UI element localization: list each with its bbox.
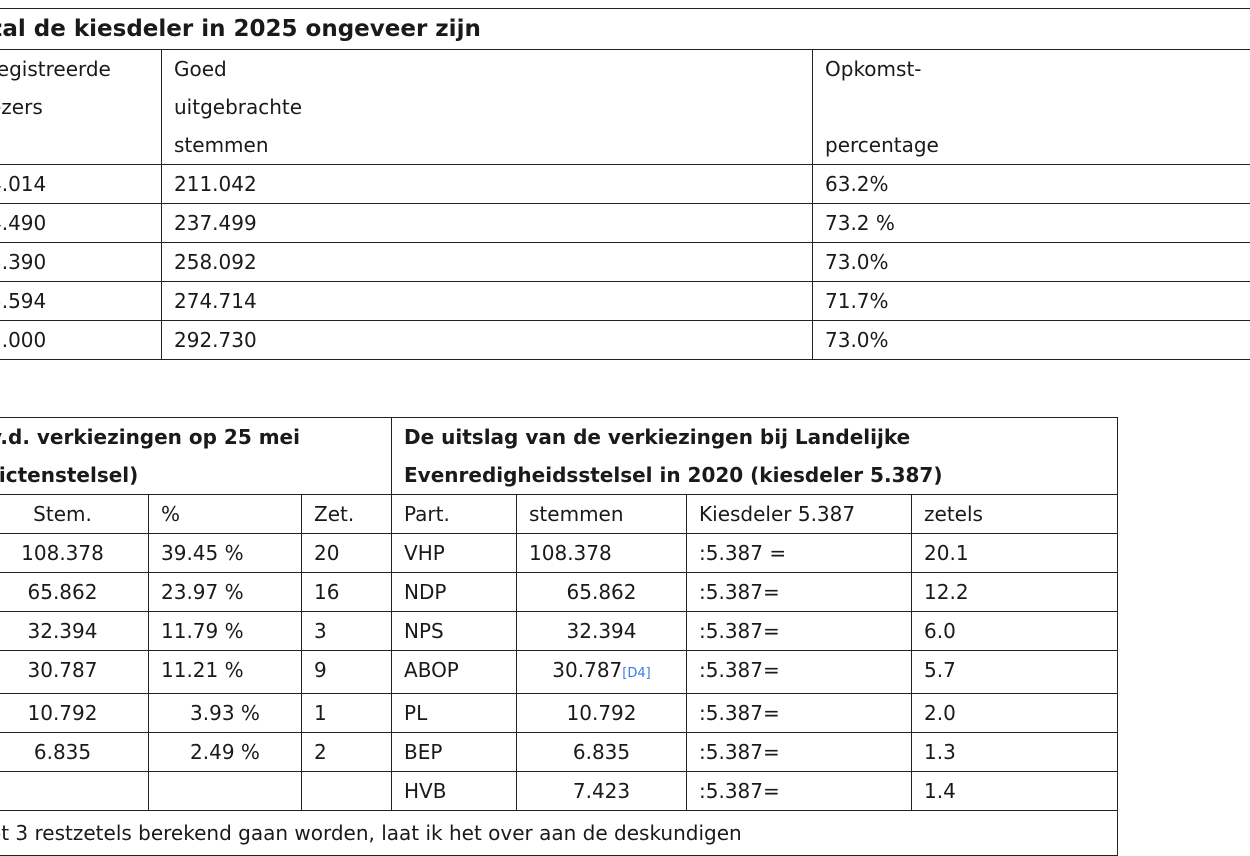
cell-turnout: 73.0% — [813, 321, 1250, 360]
header-stem: Stem. — [0, 495, 149, 534]
kiesdeler-table: zal de kiesdeler in 2025 ongeveer zijn r… — [0, 8, 1250, 360]
cell-kiesdeler: :5.387 = — [687, 534, 912, 573]
cell-stem: 30.787 — [0, 651, 149, 694]
verkiezingen-table: v.d. verkiezingen op 25 mei rictenstelse… — [0, 417, 1118, 856]
table-row: 6.835 2.49 % 2 BEP 6.835 :5.387= 1.3 — [0, 733, 1118, 772]
cell-stemmen: 32.394 — [517, 612, 687, 651]
table-row: 65.862 23.97 % 16 NDP 65.862 :5.387= 12.… — [0, 573, 1118, 612]
cell-zet: 2 — [302, 733, 392, 772]
header-stemmen: stemmen — [517, 495, 687, 534]
cell-stemmen: 10.792 — [517, 694, 687, 733]
table-row: 3.594 274.714 71.7% — [0, 282, 1250, 321]
cell-stemmen: 108.378 — [517, 534, 687, 573]
cell-percent: 11.21 % — [149, 651, 302, 694]
table-row: 108.378 39.45 % 20 VHP 108.378 :5.387 = … — [0, 534, 1118, 573]
district-results-title: v.d. verkiezingen op 25 mei rictenstelse… — [0, 418, 392, 495]
cell-registered: 4.014 — [0, 165, 162, 204]
header-zetels: zetels — [912, 495, 1118, 534]
cell-turnout: 71.7% — [813, 282, 1250, 321]
cell-percent — [149, 772, 302, 811]
cell-stem: 108.378 — [0, 534, 149, 573]
table-row: 3.390 258.092 73.0% — [0, 243, 1250, 282]
cell-turnout: 73.0% — [813, 243, 1250, 282]
cell-stemmen: 30.787[D4] — [517, 651, 687, 694]
header-party: Part. — [392, 495, 517, 534]
cell-party: PL — [392, 694, 517, 733]
cell-zet: 3 — [302, 612, 392, 651]
cell-stemmen: 6.835 — [517, 733, 687, 772]
cell-zet: 16 — [302, 573, 392, 612]
cell-zetels: 20.1 — [912, 534, 1118, 573]
cell-zetels: 5.7 — [912, 651, 1118, 694]
cell-zetels: 1.4 — [912, 772, 1118, 811]
cell-registered: 3.390 — [0, 243, 162, 282]
cell-stem: 10.792 — [0, 694, 149, 733]
cell-votes: 274.714 — [162, 282, 813, 321]
table-row: 4.490 237.499 73.2 % — [0, 204, 1250, 243]
cell-stemmen: 7.423 — [517, 772, 687, 811]
table-row: 32.394 11.79 % 3 NPS 32.394 :5.387= 6.0 — [0, 612, 1118, 651]
table-row: 30.787 11.21 % 9 ABOP 30.787[D4] :5.387=… — [0, 651, 1118, 694]
proportional-results-title: De uitslag van de verkiezingen bij Lande… — [392, 418, 1118, 495]
cell-kiesdeler: :5.387= — [687, 651, 912, 694]
table-row: 1.000 292.730 73.0% — [0, 321, 1250, 360]
cell-party: NPS — [392, 612, 517, 651]
cell-stem — [0, 772, 149, 811]
cell-kiesdeler: :5.387= — [687, 612, 912, 651]
verkiezingen-table-header: Stem. % Zet. Part. stemmen Kiesdeler 5.3… — [0, 495, 1118, 534]
table-row: 4.014 211.042 63.2% — [0, 165, 1250, 204]
cell-percent: 23.97 % — [149, 573, 302, 612]
cell-percent: 11.79 % — [149, 612, 302, 651]
cell-zetels: 2.0 — [912, 694, 1118, 733]
header-kiesdeler: Kiesdeler 5.387 — [687, 495, 912, 534]
header-opkomst-percentage: Opkomst- percentage — [813, 50, 1250, 165]
cell-kiesdeler: :5.387= — [687, 772, 912, 811]
table-row: HVB 7.423 :5.387= 1.4 — [0, 772, 1118, 811]
note-row: ot 3 restzetels berekend gaan worden, la… — [0, 811, 1118, 856]
cell-zetels: 6.0 — [912, 612, 1118, 651]
verkiezingen-table-titles: v.d. verkiezingen op 25 mei rictenstelse… — [0, 418, 1118, 495]
cell-percent: 3.93 % — [149, 694, 302, 733]
header-goed-uitgebrachte-stemmen: Goed uitgebrachte stemmen — [162, 50, 813, 165]
cell-registered: 3.594 — [0, 282, 162, 321]
footnote-link[interactable]: [D4] — [622, 666, 650, 681]
cell-zet: 1 — [302, 694, 392, 733]
cell-zetels: 1.3 — [912, 733, 1118, 772]
cell-votes: 258.092 — [162, 243, 813, 282]
cell-turnout: 63.2% — [813, 165, 1250, 204]
kiesdeler-table-title: zal de kiesdeler in 2025 ongeveer zijn — [0, 9, 1250, 50]
cell-kiesdeler: :5.387= — [687, 694, 912, 733]
cell-registered: 4.490 — [0, 204, 162, 243]
cell-stem: 6.835 — [0, 733, 149, 772]
cell-party: BEP — [392, 733, 517, 772]
cell-percent: 2.49 % — [149, 733, 302, 772]
cell-zet: 9 — [302, 651, 392, 694]
cell-votes: 237.499 — [162, 204, 813, 243]
header-zetels-district: Zet. — [302, 495, 392, 534]
cell-stemmen: 65.862 — [517, 573, 687, 612]
cell-zet: 20 — [302, 534, 392, 573]
cell-votes: 211.042 — [162, 165, 813, 204]
cell-kiesdeler: :5.387= — [687, 573, 912, 612]
cell-kiesdeler: :5.387= — [687, 733, 912, 772]
cell-percent: 39.45 % — [149, 534, 302, 573]
cell-stem: 32.394 — [0, 612, 149, 651]
cell-turnout: 73.2 % — [813, 204, 1250, 243]
cell-party: NDP — [392, 573, 517, 612]
table-row: 10.792 3.93 % 1 PL 10.792 :5.387= 2.0 — [0, 694, 1118, 733]
cell-registered: 1.000 — [0, 321, 162, 360]
restzetels-note: ot 3 restzetels berekend gaan worden, la… — [0, 811, 1118, 856]
cell-votes: 292.730 — [162, 321, 813, 360]
cell-party: HVB — [392, 772, 517, 811]
cell-zet — [302, 772, 392, 811]
cell-party: VHP — [392, 534, 517, 573]
header-percent: % — [149, 495, 302, 534]
cell-zetels: 12.2 — [912, 573, 1118, 612]
cell-stem: 65.862 — [0, 573, 149, 612]
cell-party: ABOP — [392, 651, 517, 694]
